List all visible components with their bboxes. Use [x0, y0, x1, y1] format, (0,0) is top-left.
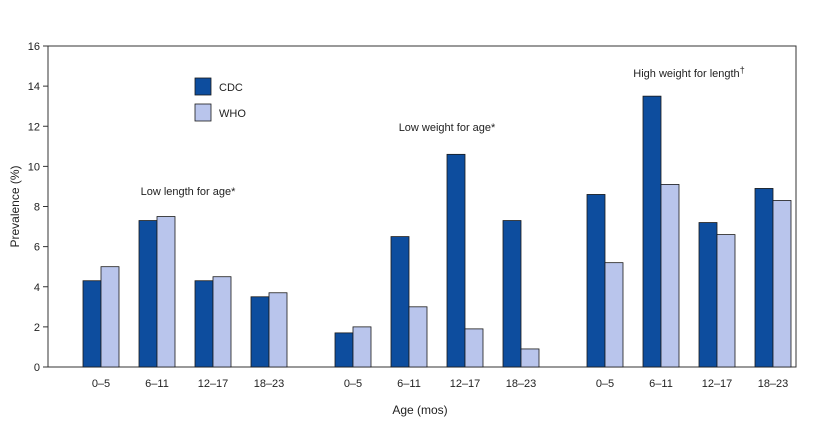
bar-cdc	[754, 188, 774, 368]
y-tick-label: 8	[34, 202, 40, 214]
bar-who	[716, 234, 736, 368]
x-tick-label: 0–5	[92, 378, 110, 390]
bar-who	[156, 216, 176, 368]
x-tick-label: 6–11	[649, 378, 673, 390]
bar-cdc	[390, 236, 410, 368]
y-tick-label: 6	[34, 242, 40, 254]
bar-who	[100, 266, 120, 368]
y-tick-label: 2	[34, 322, 40, 334]
x-tick-label: 0–5	[596, 378, 614, 390]
legend-label: CDC	[219, 82, 243, 94]
bar-who	[268, 292, 288, 368]
bar-cdc	[586, 194, 606, 368]
y-tick-label: 10	[28, 161, 40, 173]
y-axis-title: Prevalence (%)	[8, 165, 22, 247]
x-tick-label: 6–11	[145, 378, 169, 390]
bar-who	[520, 348, 540, 368]
bar-who	[352, 326, 372, 368]
group-label: High weight for length†	[633, 65, 744, 80]
bar-who	[408, 306, 428, 368]
x-tick-label: 0–5	[344, 378, 362, 390]
x-tick-label: 6–11	[397, 378, 421, 390]
bar-who	[660, 184, 680, 368]
bar-who	[464, 328, 484, 368]
y-tick-label: 16	[28, 41, 40, 53]
y-tick-label: 12	[28, 121, 40, 133]
x-axis-title: Age (mos)	[392, 403, 447, 417]
x-tick-label: 18–23	[254, 378, 285, 390]
bar-cdc	[642, 95, 662, 368]
bar-who	[772, 200, 792, 368]
bar-cdc	[446, 153, 466, 368]
legend-label: WHO	[219, 108, 246, 120]
bar-cdc	[334, 332, 354, 368]
bar-cdc	[250, 296, 270, 368]
bar-who	[604, 262, 624, 368]
bar-cdc	[698, 222, 718, 368]
legend-swatch-cdc	[194, 77, 212, 96]
x-tick-label: 12–17	[702, 378, 733, 390]
bar-cdc	[138, 220, 158, 368]
y-tick-label: 14	[28, 81, 40, 93]
bar-cdc	[82, 280, 102, 368]
bar-who	[212, 276, 232, 368]
x-tick-label: 12–17	[198, 378, 229, 390]
group-label: Low weight for age*	[399, 122, 496, 134]
y-tick-label: 0	[34, 362, 40, 374]
group-label: Low length for age*	[141, 186, 237, 198]
legend-swatch-who	[194, 103, 212, 122]
x-tick-label: 18–23	[506, 378, 537, 390]
y-tick-label: 4	[34, 282, 40, 294]
bar-cdc	[502, 220, 522, 368]
group-label-footnote-mark: †	[740, 65, 745, 75]
x-tick-label: 18–23	[758, 378, 789, 390]
x-tick-label: 12–17	[450, 378, 481, 390]
bar-cdc	[194, 280, 214, 368]
